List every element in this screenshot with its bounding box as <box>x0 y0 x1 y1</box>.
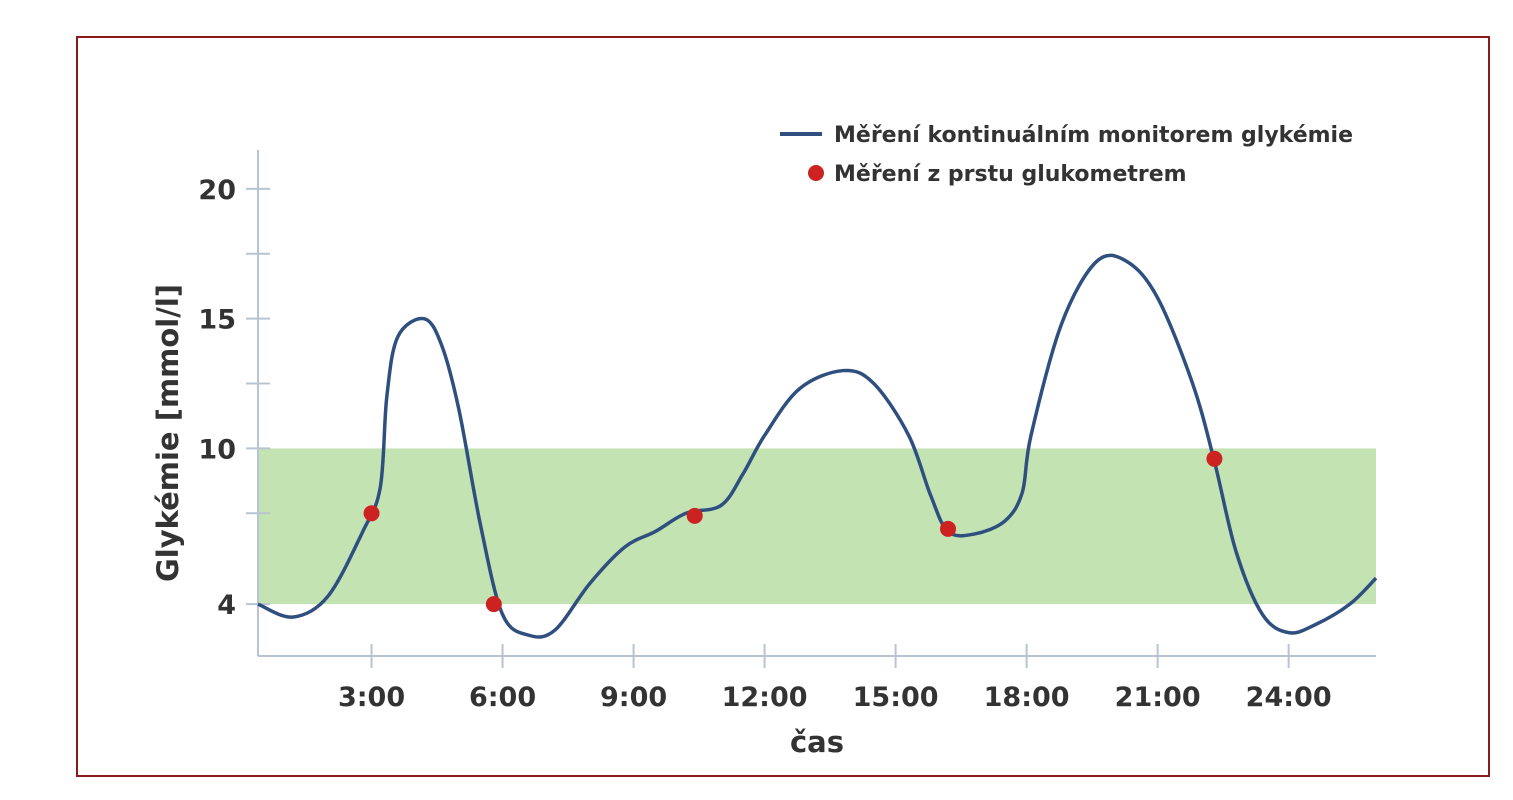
x-tick-label: 18:00 <box>984 682 1070 713</box>
glucometer-point <box>686 507 703 524</box>
legend-label-cgm: Měření kontinuálním monitorem glykémie <box>834 123 1353 148</box>
x-tick-label: 15:00 <box>853 682 939 713</box>
y-tick-label: 20 <box>198 175 236 206</box>
x-tick-label: 24:00 <box>1246 682 1332 713</box>
legend-label-glucometer: Měření z prstu glukometrem <box>834 162 1187 187</box>
x-axis-title: čas <box>790 725 844 759</box>
target-range-band <box>258 448 1376 605</box>
y-tick-label: 4 <box>217 590 236 621</box>
glucometer-point <box>940 520 957 537</box>
glucometer-point <box>363 505 380 522</box>
x-tick-label: 12:00 <box>722 682 808 713</box>
x-tick-label: 21:00 <box>1115 682 1201 713</box>
x-tick-label: 6:00 <box>469 682 536 713</box>
y-axis-title: Glykémie [mmol/l] <box>151 284 185 582</box>
cgm-glucose-line <box>257 253 1378 639</box>
y-tick-label: 15 <box>198 305 236 336</box>
x-tick-label: 3:00 <box>338 682 405 713</box>
glucometer-point <box>485 596 502 613</box>
glucometer-point <box>1206 450 1223 467</box>
legend-dot-swatch <box>808 165 824 181</box>
x-tick-label: 9:00 <box>600 682 667 713</box>
y-tick-label: 10 <box>198 434 236 465</box>
